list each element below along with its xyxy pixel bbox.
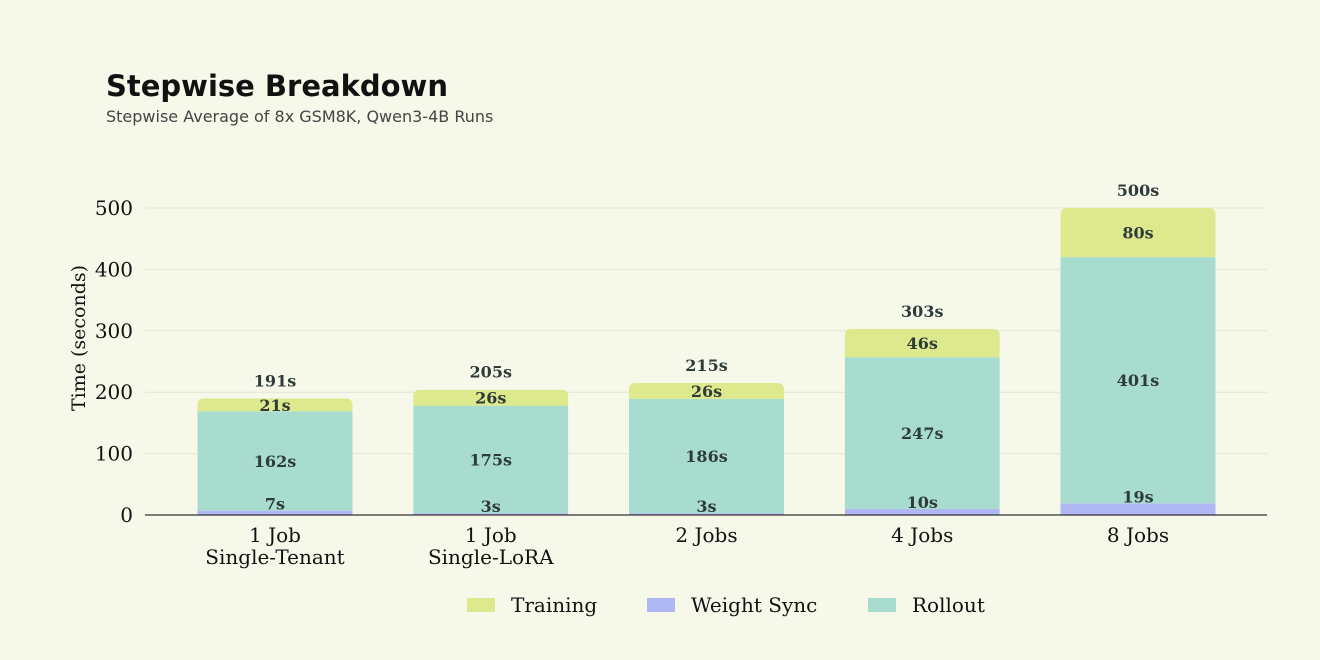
y-tick-label: 0 [120, 503, 133, 527]
segment-value-label: 26s [475, 389, 506, 408]
bar-segment-rollout [1060, 257, 1216, 504]
segment-value-label: 401s [1117, 371, 1159, 390]
segment-value-label: 7s [265, 495, 285, 514]
x-tick-label: 2 Jobs [675, 523, 737, 547]
legend-item-weight-sync: Weight Sync [647, 593, 817, 617]
total-value-label: 191s [254, 371, 296, 390]
segment-value-label: 247s [901, 424, 943, 443]
y-axis-ticks: 0 100 200 300 400 500 [95, 196, 133, 527]
legend-swatch [467, 598, 495, 612]
bar-segment-weight-sync [844, 508, 1000, 515]
y-tick-label: 300 [95, 319, 133, 343]
x-tick-label: 1 Job [249, 523, 301, 547]
bar-stack [1060, 208, 1216, 515]
bar-segment-weight-sync [629, 513, 784, 515]
bar-segment-rollout [197, 411, 353, 511]
segment-value-label: 162s [254, 452, 296, 471]
legend: Training Weight Sync Rollout [467, 593, 985, 617]
bar-segment-rollout [413, 405, 569, 514]
segment-value-label: 21s [259, 396, 290, 415]
legend-swatch [868, 598, 896, 612]
x-tick-label: Single-Tenant [205, 545, 344, 569]
total-value-label: 500s [1117, 181, 1159, 200]
total-value-label: 205s [470, 363, 512, 382]
bar-segment-weight-sync [197, 510, 353, 515]
legend-label: Training [511, 593, 597, 617]
segment-value-label: 186s [685, 447, 727, 466]
y-tick-label: 200 [95, 380, 133, 404]
bar-labels: 7s 162s 21s 191s 3s 175s 26s 205s 3s 186s 26s 215s 1… [254, 181, 1159, 516]
bar-segment-rollout [844, 357, 1000, 509]
bar-segment-training [1060, 208, 1216, 258]
total-value-label: 215s [685, 356, 727, 375]
chart-title: Stepwise Breakdown [106, 69, 448, 103]
bar-stack [844, 328, 1000, 515]
bar-segment-training [413, 389, 569, 406]
bar-stack [197, 398, 353, 515]
segment-value-label: 46s [907, 334, 938, 353]
chart-subtitle: Stepwise Average of 8x GSM8K, Qwen3-4B R… [106, 107, 493, 126]
bar-segment-training [844, 328, 1000, 358]
x-tick-label: 8 Jobs [1107, 523, 1169, 547]
legend-label: Rollout [912, 593, 985, 617]
total-value-label: 303s [901, 302, 943, 321]
x-tick-label: 4 Jobs [891, 523, 953, 547]
bar-stack [413, 389, 569, 515]
legend-item-training: Training [467, 593, 597, 617]
bar-stack [629, 382, 784, 515]
y-tick-label: 400 [95, 257, 133, 281]
y-axis-title: Time (seconds) [68, 265, 90, 411]
y-tick-label: 100 [95, 442, 133, 466]
bar-segment-training [629, 382, 784, 399]
segment-value-label: 3s [696, 497, 716, 516]
segment-value-label: 26s [691, 382, 722, 401]
bar-segment-training [197, 398, 353, 412]
legend-swatch [647, 598, 675, 612]
y-tick-label: 500 [95, 196, 133, 220]
x-tick-label: 1 Job [465, 523, 517, 547]
bar-segment-weight-sync [413, 513, 569, 515]
bar-segment-weight-sync [1060, 503, 1216, 515]
segment-value-label: 175s [470, 450, 512, 469]
segment-value-label: 80s [1122, 224, 1153, 243]
segment-value-label: 19s [1122, 487, 1153, 506]
x-tick-label: Single-LoRA [428, 545, 554, 569]
bar-stacks [197, 208, 1216, 515]
segment-value-label: 10s [907, 493, 938, 512]
segment-value-label: 3s [481, 497, 501, 516]
legend-item-rollout: Rollout [868, 593, 985, 617]
legend-label: Weight Sync [691, 593, 817, 617]
bar-segment-rollout [629, 398, 784, 514]
